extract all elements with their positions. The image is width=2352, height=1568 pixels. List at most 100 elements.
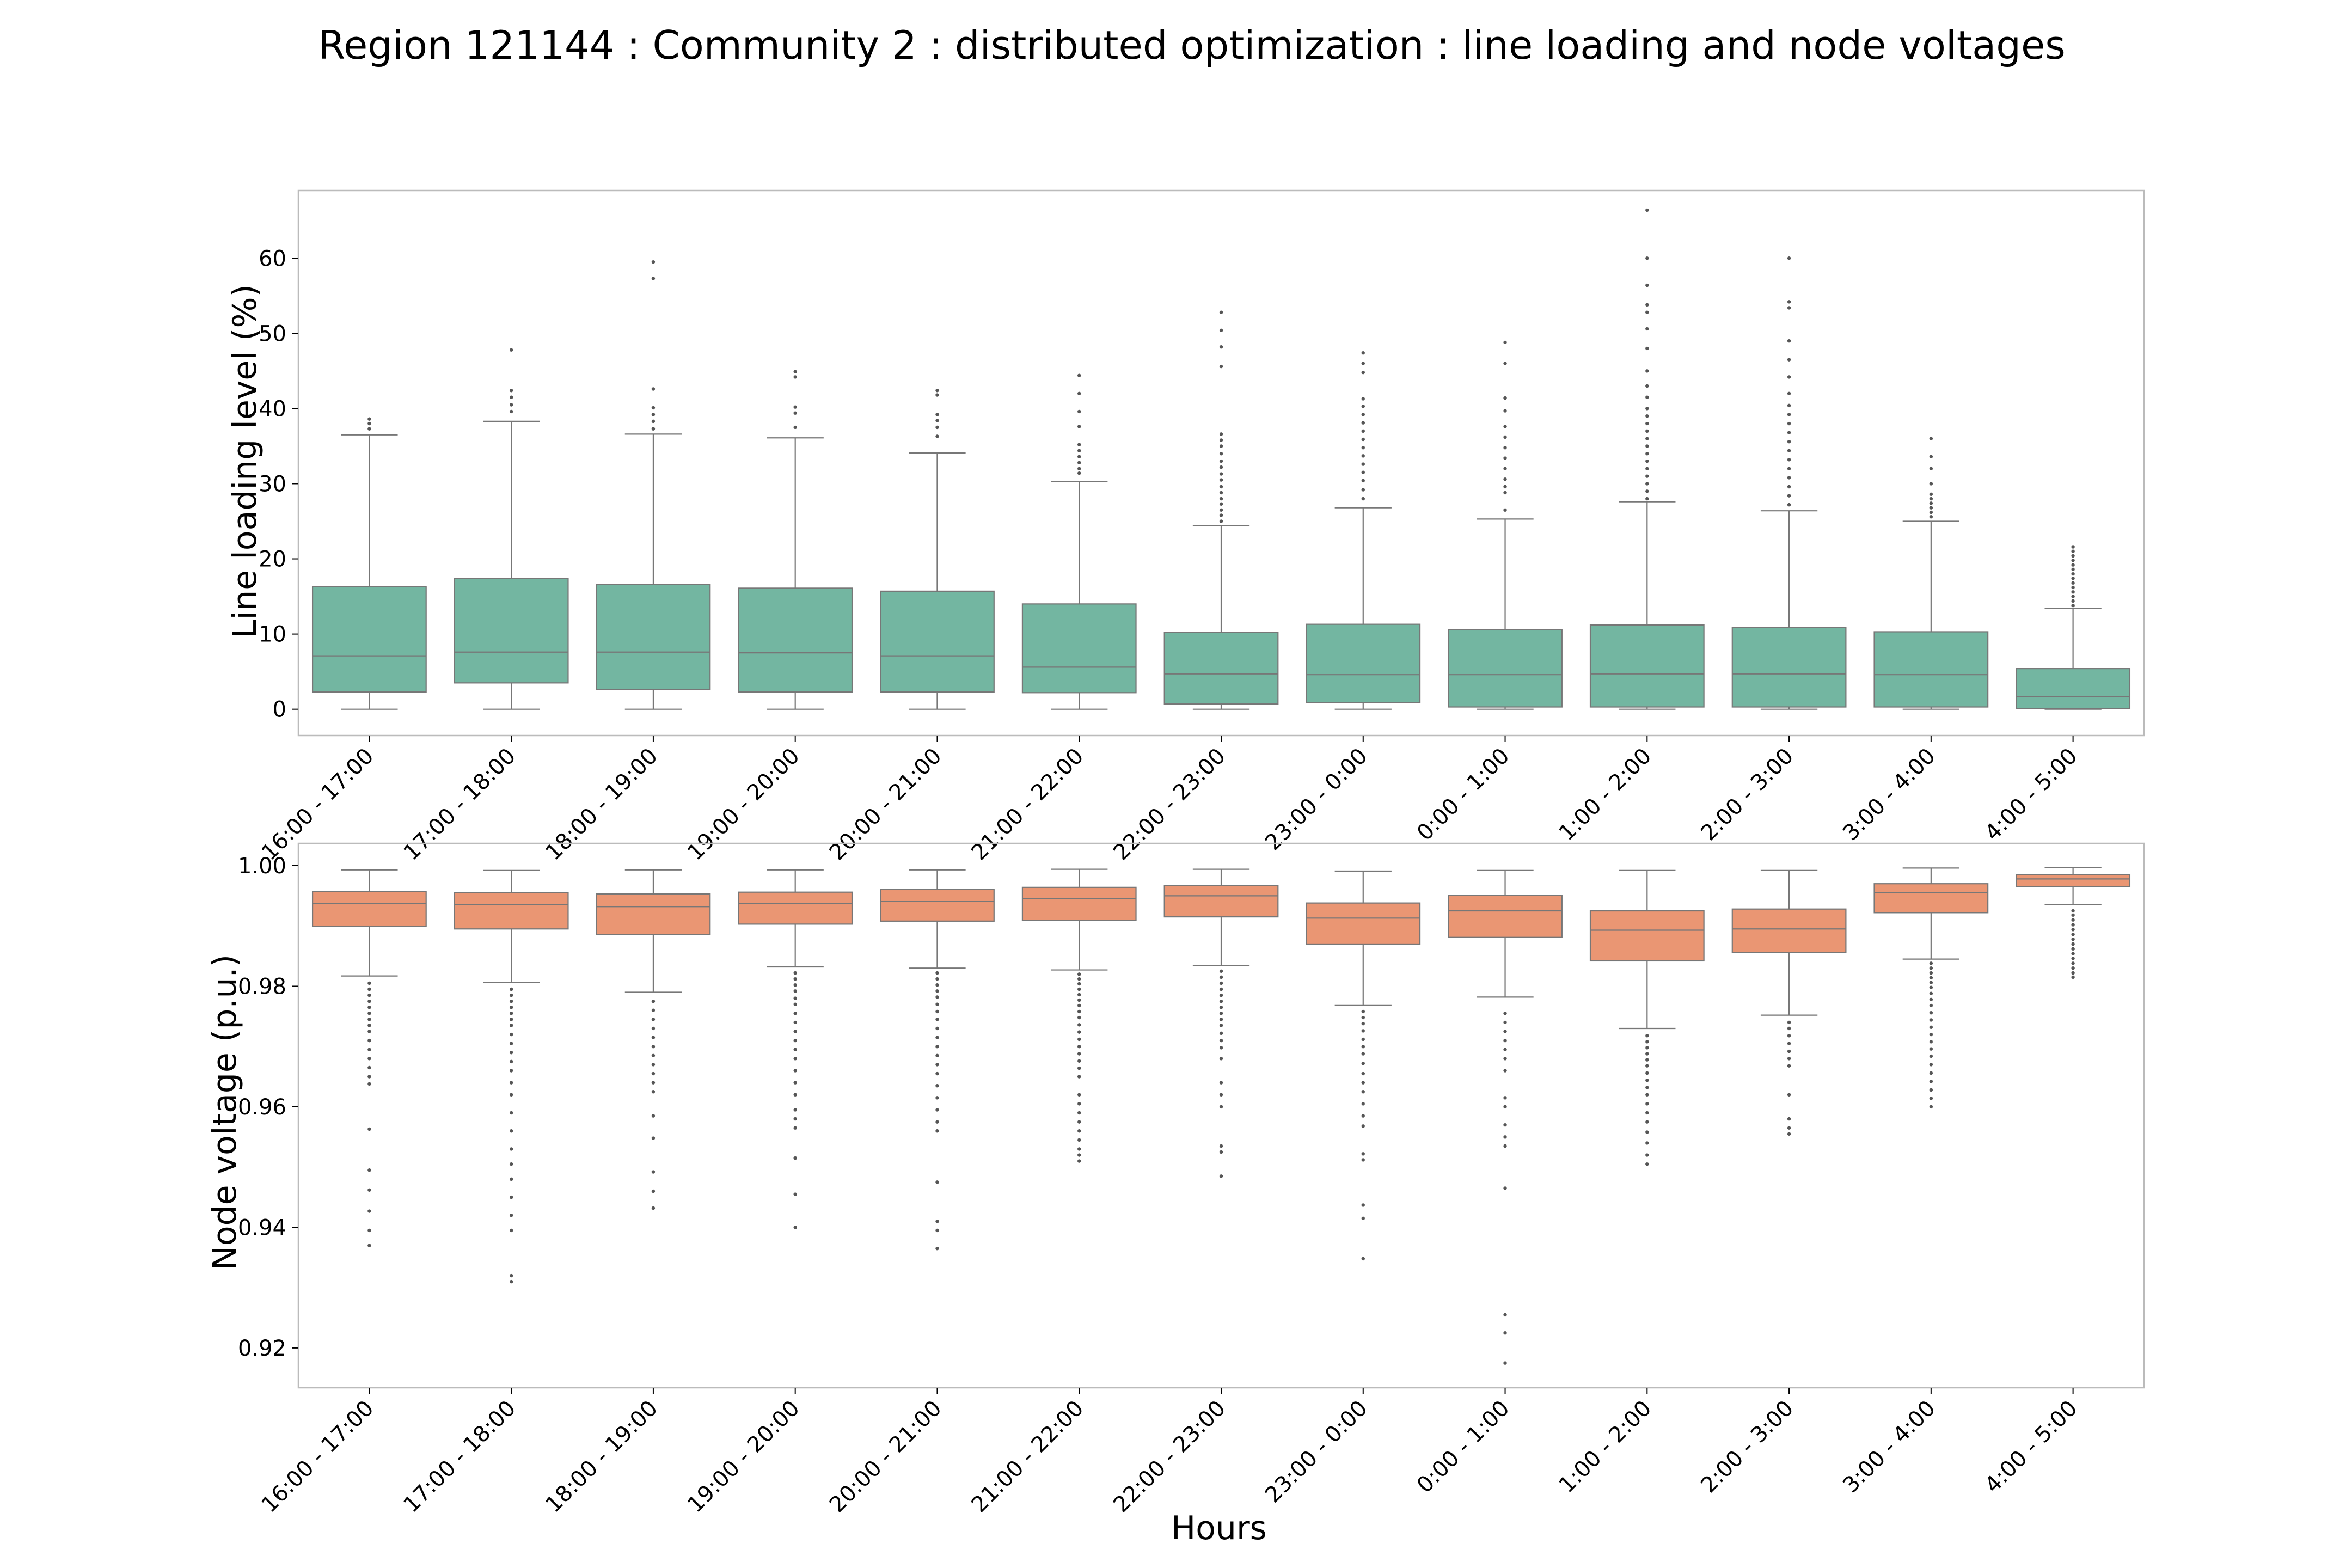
outlier-point [935, 425, 939, 430]
outlier-point [793, 1117, 797, 1121]
outlier-point [1645, 384, 1649, 388]
outlier-point [1361, 1102, 1365, 1106]
outlier-point [509, 1195, 513, 1199]
line-loading-box-3 [738, 370, 853, 710]
outlier-point [1361, 437, 1365, 442]
outlier-point [1077, 425, 1081, 428]
outlier-point [1929, 1080, 1933, 1083]
node-voltage-x-axis-label: Hours [1171, 1509, 1267, 1547]
outlier-point [1361, 1052, 1365, 1056]
box-body [880, 889, 995, 922]
outlier-point [2071, 966, 2075, 970]
outlier-point [1361, 1216, 1365, 1221]
outlier-point [1929, 492, 1933, 496]
outlier-point [509, 1162, 513, 1166]
outlier-point [1929, 501, 1933, 505]
outlier-point [1645, 346, 1649, 351]
outlier-point [1645, 1162, 1649, 1166]
outlier-point [1645, 1034, 1649, 1038]
box-body [1873, 631, 1989, 708]
box-body [1731, 908, 1847, 953]
outlier-point [1077, 1003, 1081, 1008]
box-body [454, 578, 569, 684]
outlier-point [1219, 478, 1223, 482]
outlier-point [1219, 497, 1223, 501]
outlier-point [1787, 1064, 1791, 1068]
outlier-point [1503, 1123, 1507, 1127]
outlier-point [935, 1036, 939, 1039]
outlier-point [1645, 1052, 1649, 1056]
outlier-point [1219, 452, 1223, 456]
outlier-point [1645, 1064, 1649, 1068]
outlier-point [367, 1075, 371, 1079]
outlier-point [2071, 937, 2075, 941]
outlier-point [793, 1030, 797, 1033]
outlier-point [1929, 482, 1933, 486]
box-body [1021, 603, 1137, 694]
outlier-point [2071, 909, 2075, 913]
outlier-point [935, 1220, 939, 1223]
outlier-point [935, 419, 939, 422]
outlier-point [1787, 439, 1791, 444]
outlier-point [2071, 567, 2075, 572]
outlier-point [367, 1018, 371, 1021]
outlier-point [1219, 1024, 1223, 1027]
outlier-point [1219, 1144, 1223, 1148]
outlier-point [1645, 482, 1649, 486]
box-body [1589, 910, 1705, 962]
outlier-point [1787, 358, 1791, 362]
outlier-point [1929, 991, 1933, 995]
outlier-point [367, 1057, 371, 1061]
outlier-point [1503, 1048, 1507, 1051]
outlier-point [509, 987, 513, 991]
box-body [1448, 629, 1563, 708]
outlier-point [1219, 519, 1223, 523]
outlier-point [509, 403, 513, 407]
outlier-point [367, 1024, 371, 1027]
outlier-point [651, 1071, 656, 1076]
outlier-point [1929, 1063, 1933, 1067]
outlier-point [1077, 1102, 1081, 1106]
outlier-point [793, 370, 797, 373]
outlier-point [1929, 497, 1933, 501]
outlier-point [509, 999, 513, 1003]
line-loading-box-10 [1731, 256, 1847, 710]
outlier-point [509, 1228, 513, 1233]
outlier-point [1645, 1046, 1649, 1050]
outlier-point [1787, 306, 1791, 310]
outlier-point [1929, 997, 1933, 1002]
outlier-point [1645, 429, 1649, 433]
outlier-point [1077, 1153, 1081, 1157]
outlier-point [1503, 1105, 1507, 1109]
outlier-point [1645, 407, 1649, 411]
line-loading-y-tick-label: 20 [259, 547, 286, 572]
outlier-point [793, 996, 797, 1000]
outlier-point [1077, 1138, 1081, 1142]
outlier-point [2071, 554, 2075, 558]
node-voltage-box-8 [1448, 869, 1563, 1365]
outlier-point [1361, 413, 1365, 416]
outlier-point [1219, 1150, 1223, 1154]
outlier-point [1645, 327, 1649, 331]
outlier-point [1503, 1096, 1507, 1100]
node-voltage-box-4 [880, 869, 995, 1251]
box-body [738, 891, 853, 925]
line-loading-box-6 [1163, 310, 1279, 710]
outlier-point [793, 405, 797, 409]
outlier-point [935, 989, 939, 993]
outlier-point [1077, 1147, 1081, 1151]
line-loading-y-tick-label: 60 [259, 246, 286, 271]
outlier-point [1645, 1120, 1649, 1124]
outlier-point [509, 1273, 513, 1278]
outlier-point [1219, 1081, 1223, 1085]
outlier-point [935, 1083, 939, 1088]
outlier-point [1787, 503, 1791, 507]
outlier-point [509, 1177, 513, 1181]
outlier-point [2071, 603, 2075, 608]
outlier-point [935, 1009, 939, 1014]
outlier-point [935, 983, 939, 987]
outlier-point [1077, 1066, 1081, 1070]
outlier-point [367, 1209, 371, 1213]
outlier-point [651, 1026, 656, 1031]
outlier-point [935, 1246, 939, 1251]
